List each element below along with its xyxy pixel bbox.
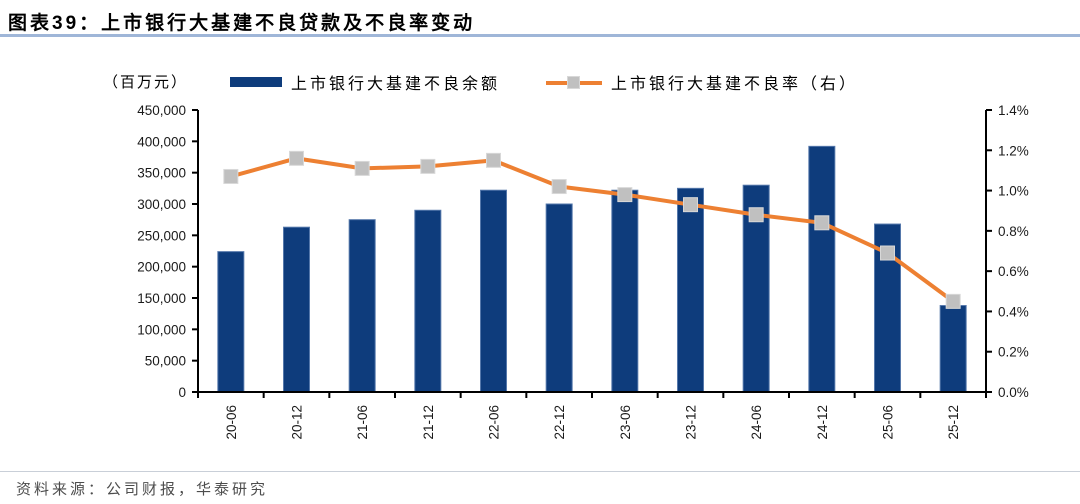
- legend-item-balance: 上市银行大基建不良余额: [230, 70, 500, 94]
- line-marker-23-06: [617, 187, 633, 203]
- x-axis-category-label: 23-12: [684, 405, 699, 440]
- footer-source-text: 资料来源：公司财报，华泰研究: [16, 482, 269, 498]
- line-marker-22-06: [486, 152, 501, 168]
- line-marker-22-12: [551, 179, 567, 195]
- x-axis-category-label: 24-12: [815, 405, 830, 440]
- line-marker-24-12: [814, 215, 830, 231]
- x-axis-category-label: 20-06: [224, 405, 239, 440]
- figure-title: 上市银行大基建不良贷款及不良率变动: [101, 13, 476, 34]
- right-axis-tick-label: 0.0%: [998, 385, 1029, 400]
- left-axis-unit-label: （百万元）: [103, 74, 189, 91]
- right-axis-tick-label: 0.2%: [998, 345, 1029, 360]
- bar-22-06: [480, 189, 507, 393]
- bar-23-12: [677, 187, 704, 393]
- x-axis-category-label: 21-06: [355, 405, 370, 440]
- figure-header: 图表39：上市银行大基建不良贷款及不良率变动: [0, 0, 1080, 37]
- right-axis-tick-label: 1.0%: [998, 184, 1029, 199]
- x-axis-category-label: 22-06: [487, 405, 502, 440]
- left-axis-tick-label: 200,000: [137, 260, 186, 275]
- bar-24-12: [808, 145, 836, 393]
- x-axis-category-label: 20-12: [290, 405, 305, 440]
- right-axis-tick-label: 1.4%: [998, 103, 1029, 118]
- line-marker-20-12: [289, 150, 304, 166]
- legend-square-marker-icon: [567, 75, 580, 89]
- npl-ratio-line: [228, 156, 956, 304]
- line-marker-21-12: [420, 158, 436, 174]
- right-axis-tick-label: 0.6%: [998, 264, 1029, 279]
- line-marker-23-12: [683, 197, 698, 213]
- footer-divider: [0, 471, 1080, 472]
- x-axis-category-label: 21-12: [421, 405, 436, 440]
- left-axis-tick-label: 400,000: [137, 134, 186, 149]
- legend-ratio-label: 上市银行大基建不良率（右）: [611, 76, 859, 93]
- left-axis-tick-label: 250,000: [137, 228, 186, 243]
- x-axis-category-label: 23-06: [618, 405, 633, 440]
- line-marker-20-06: [223, 168, 239, 184]
- left-axis-tick-label: 50,000: [145, 354, 186, 369]
- right-axis-tick-label: 0.4%: [998, 304, 1029, 319]
- bar-23-06: [611, 189, 639, 393]
- bar-22-12: [545, 203, 573, 393]
- left-axis-tick-label: 0: [178, 385, 186, 400]
- bar-21-06: [348, 219, 376, 393]
- line-marker-25-06: [880, 245, 895, 261]
- bar-20-12: [283, 226, 310, 393]
- legend-line-swatch: [546, 75, 602, 89]
- line-marker-24-06: [748, 207, 764, 223]
- left-axis-tick-label: 350,000: [137, 166, 186, 181]
- x-axis-category-label: 25-06: [881, 405, 896, 440]
- bar-21-12: [414, 209, 442, 393]
- legend-item-ratio: 上市银行大基建不良率（右）: [546, 70, 858, 94]
- figure-label: 图表39：: [8, 13, 102, 34]
- right-axis-tick-label: 1.2%: [998, 143, 1029, 158]
- legend-bar-swatch: [230, 77, 282, 87]
- x-axis-category-label: 25-12: [946, 405, 961, 440]
- bar-25-12: [939, 305, 967, 393]
- line-marker-25-12: [945, 293, 961, 309]
- left-axis-tick-label: 450,000: [137, 103, 186, 118]
- x-axis-category-label: 22-12: [552, 405, 567, 440]
- left-axis-tick-label: 300,000: [137, 197, 186, 212]
- left-axis-tick-label: 100,000: [137, 322, 186, 337]
- line-marker-21-06: [354, 160, 370, 176]
- right-axis-tick-label: 0.8%: [998, 224, 1029, 239]
- legend-balance-label: 上市银行大基建不良余额: [291, 76, 501, 93]
- bar-20-06: [217, 251, 245, 393]
- left-axis-tick-label: 150,000: [137, 291, 186, 306]
- x-axis-category-label: 24-06: [749, 405, 764, 440]
